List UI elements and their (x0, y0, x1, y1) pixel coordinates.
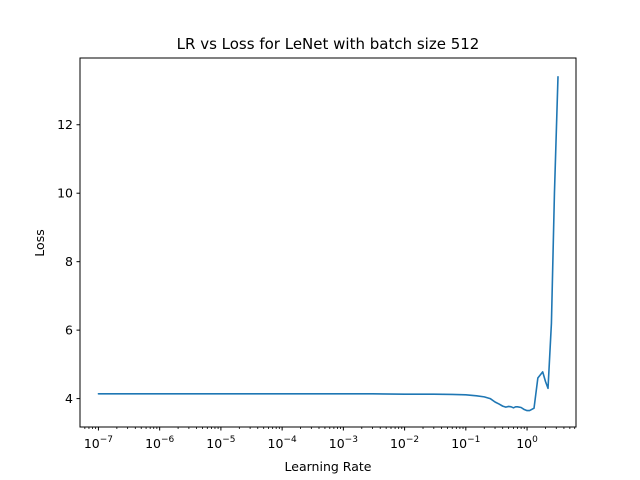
x-axis-label: Learning Rate (285, 459, 372, 474)
x-tick-base: 10 (206, 436, 222, 451)
y-tick-label: 6 (65, 323, 73, 338)
series-line-0 (97, 76, 559, 412)
y-tick-label: 10 (57, 186, 73, 201)
y-tick-label: 8 (65, 254, 73, 269)
x-tick-exponent: −1 (467, 435, 480, 445)
x-tick-label: 10−1 (451, 435, 480, 451)
chart-title: LR vs Loss for LeNet with batch size 512 (177, 35, 480, 53)
x-tick-label: 10−4 (268, 435, 297, 451)
x-tick-label: 10−3 (329, 435, 358, 451)
x-tick-base: 10 (329, 436, 345, 451)
x-tick-base: 10 (84, 436, 100, 451)
x-tick-base: 10 (390, 436, 406, 451)
series-group (97, 76, 559, 412)
y-axis-ticks: 4 6 8 10 12 (57, 117, 80, 406)
x-tick-label: 100 (516, 435, 538, 451)
axes-frame (79, 57, 577, 428)
x-tick-exponent: −6 (161, 435, 175, 445)
x-tick-label: 10−6 (145, 435, 174, 451)
x-tick-exponent: −2 (406, 435, 419, 445)
x-tick-exponent: −4 (283, 435, 297, 445)
x-tick-base: 10 (268, 436, 284, 451)
y-tick-label: 4 (65, 391, 73, 406)
x-tick-base: 10 (451, 436, 467, 451)
x-tick-exponent: −3 (345, 435, 358, 445)
x-tick-exponent: 0 (532, 435, 538, 445)
x-tick-label: 10−5 (206, 435, 235, 451)
x-tick-exponent: −7 (100, 435, 113, 445)
y-axis-label: Loss (32, 229, 47, 256)
x-tick-label: 10−2 (390, 435, 419, 451)
x-tick-base: 10 (516, 436, 532, 451)
x-tick-base: 10 (145, 436, 161, 451)
x-tick-label: 10−7 (84, 435, 113, 451)
y-tick-label: 12 (57, 117, 73, 132)
x-tick-exponent: −5 (222, 435, 235, 445)
x-axis-ticks: 10−7 10−6 10−5 10−4 10−3 10−2 10−1 100 (84, 427, 538, 451)
